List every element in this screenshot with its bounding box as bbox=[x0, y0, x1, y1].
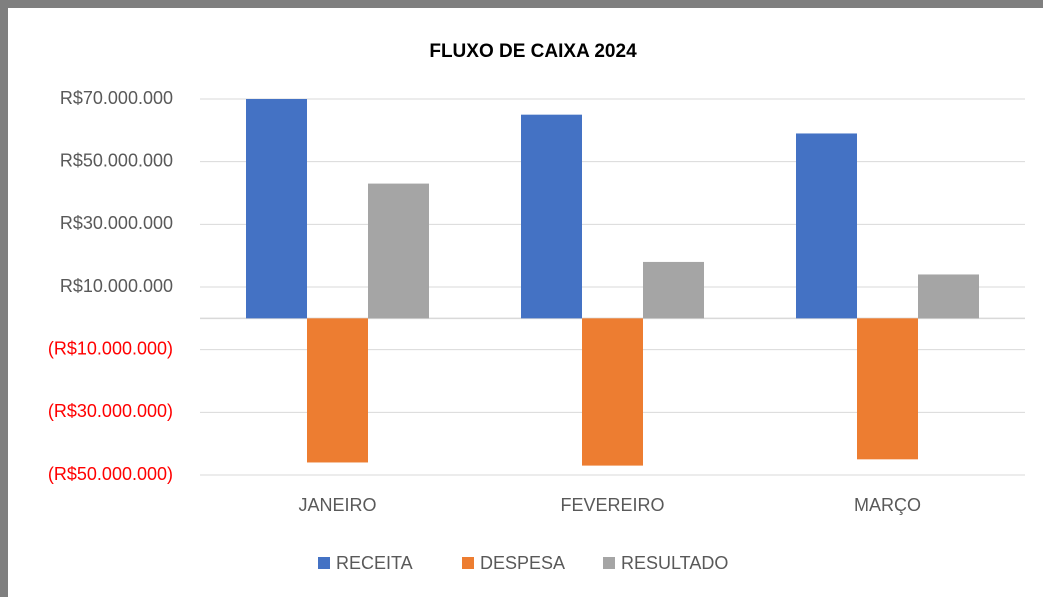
bar bbox=[857, 318, 918, 460]
legend-label: RESULTADO bbox=[621, 553, 728, 573]
y-tick-label: (R$30.000.000) bbox=[48, 401, 173, 421]
bar bbox=[368, 183, 429, 319]
bar bbox=[246, 99, 307, 319]
x-tick-label: FEVEREIRO bbox=[560, 495, 664, 515]
legend-swatch bbox=[603, 557, 615, 569]
bar bbox=[521, 114, 582, 319]
x-tick-label: MARÇO bbox=[854, 495, 921, 515]
y-tick-label: R$30.000.000 bbox=[60, 213, 173, 233]
legend-swatch bbox=[462, 557, 474, 569]
legend-swatch bbox=[318, 557, 330, 569]
y-tick-label: (R$10.000.000) bbox=[48, 338, 173, 358]
bar bbox=[643, 261, 704, 319]
bar bbox=[307, 318, 368, 463]
y-tick-label: R$70.000.000 bbox=[60, 88, 173, 108]
bar bbox=[796, 133, 857, 319]
bar bbox=[582, 318, 643, 466]
y-tick-label: (R$50.000.000) bbox=[48, 464, 173, 484]
y-tick-label: R$50.000.000 bbox=[60, 150, 173, 170]
chart-title: FLUXO DE CAIXA 2024 bbox=[429, 41, 637, 62]
y-tick-label: R$10.000.000 bbox=[60, 276, 173, 296]
x-tick-label: JANEIRO bbox=[298, 495, 376, 515]
legend-label: DESPESA bbox=[480, 553, 565, 573]
legend-label: RECEITA bbox=[336, 553, 413, 573]
bar bbox=[918, 274, 979, 319]
